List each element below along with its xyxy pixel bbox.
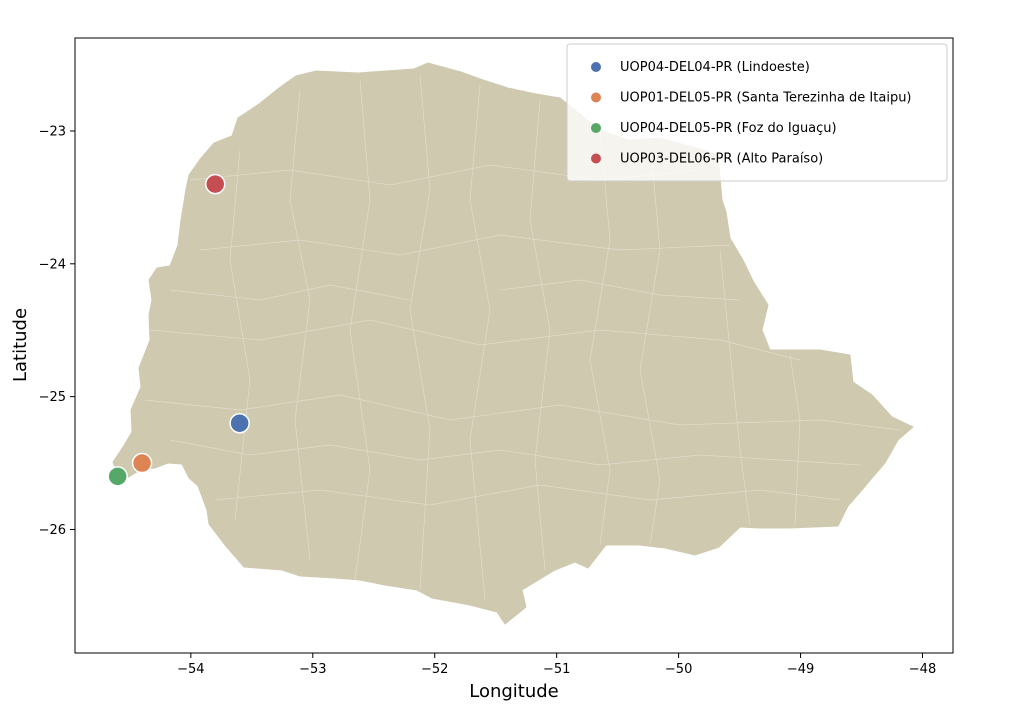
- x-tick-label: −50: [665, 662, 692, 677]
- y-tick-label: −23: [39, 124, 66, 139]
- site-marker: [229, 412, 250, 434]
- parana-state-shape: [112, 62, 914, 625]
- x-axis-label: Longitude: [469, 681, 559, 702]
- x-tick-label: −51: [543, 662, 570, 677]
- site-marker: [107, 466, 128, 487]
- legend-entry-label: UOP03-DEL06-PR (Alto Paraíso): [620, 152, 823, 167]
- municipal-borders: [144, 74, 901, 601]
- legend-marker: [591, 123, 601, 133]
- y-tick-label: −26: [39, 523, 66, 538]
- x-tick-label: −49: [787, 662, 814, 677]
- x-tick-label: −52: [421, 662, 448, 677]
- x-tick-label: −48: [909, 662, 936, 677]
- legend-entry-label: UOP04-DEL04-PR (Lindoeste): [620, 60, 810, 75]
- y-tick-label: −25: [39, 390, 66, 405]
- site-marker: [131, 452, 153, 474]
- legend: UOP04-DEL04-PR (Lindoeste) UOP01-DEL05-PR…: [566, 43, 948, 182]
- legend-box: [566, 43, 948, 182]
- plot-frame: [74, 37, 954, 654]
- y-tick-label: −24: [39, 257, 66, 272]
- x-tick-label: −53: [299, 662, 326, 677]
- legend-marker: [591, 153, 601, 164]
- legend-entry-label: UOP01-DEL05-PR (Santa Terezinha de Itaip…: [620, 91, 912, 106]
- legend-marker: [591, 92, 601, 103]
- legend-marker: [591, 62, 601, 72]
- x-axis-ticks: −54 −53 −52 −51 −50 −49 −48: [177, 653, 936, 677]
- site-points: [107, 173, 250, 487]
- x-tick-label: −54: [177, 662, 204, 677]
- y-axis-label: Latitude: [10, 308, 31, 382]
- legend-entry-label: UOP04-DEL05-PR (Foz do Iguaçu): [620, 121, 837, 136]
- y-axis-ticks: −23 −24 −25 −26: [39, 124, 75, 538]
- site-marker: [204, 173, 226, 195]
